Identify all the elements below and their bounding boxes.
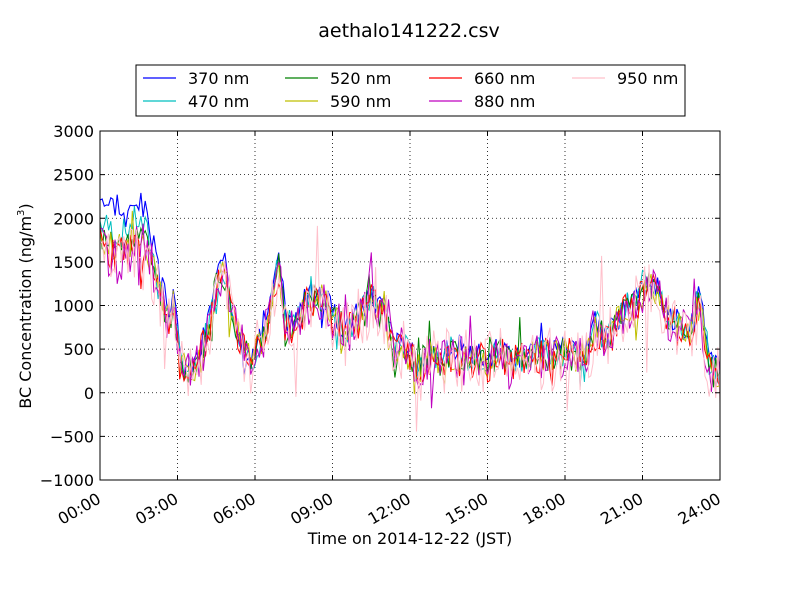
legend-label: 590 nm xyxy=(330,92,391,111)
y-tick-label: 0 xyxy=(84,384,94,403)
series-lines xyxy=(100,192,720,432)
x-axis-label: Time on 2014-12-22 (JST) xyxy=(307,529,512,548)
y-tick-label: 1000 xyxy=(53,297,94,316)
legend-label: 950 nm xyxy=(617,69,678,88)
y-axis-label: BC Concentration (ng/m3) xyxy=(16,203,35,408)
series-line xyxy=(100,227,720,388)
y-tick-labels: −1000 −500 0 500 1000 1500 2000 2500 3000 xyxy=(40,122,94,490)
series-line xyxy=(100,225,720,432)
y-tick-label: 1500 xyxy=(53,253,94,272)
chart-title: aethalo141222.csv xyxy=(318,20,500,42)
y-axis-label-main: BC Concentration (ng/m xyxy=(16,216,35,409)
grid xyxy=(100,131,720,480)
y-tick-label: −500 xyxy=(50,427,94,446)
y-tick-label: 3000 xyxy=(53,122,94,141)
y-axis-label-close: ) xyxy=(16,203,35,209)
y-tick-label: 500 xyxy=(63,340,94,359)
y-tick-label: 2500 xyxy=(53,166,94,185)
legend-label: 880 nm xyxy=(474,92,535,111)
ticks xyxy=(99,130,721,481)
y-axis-label-sup: 3 xyxy=(16,210,27,216)
legend: 370 nm 470 nm 520 nm 590 nm 660 nm 880 nm 950 … xyxy=(135,64,686,117)
legend-label: 520 nm xyxy=(330,69,391,88)
legend-frame xyxy=(135,64,686,117)
y-tick-label: −1000 xyxy=(40,471,94,490)
series-line xyxy=(100,223,720,409)
legend-label: 470 nm xyxy=(188,92,249,111)
legend-label: 660 nm xyxy=(474,69,535,88)
series-line xyxy=(100,210,720,395)
y-tick-label: 2000 xyxy=(53,209,94,228)
legend-label: 370 nm xyxy=(188,69,249,88)
